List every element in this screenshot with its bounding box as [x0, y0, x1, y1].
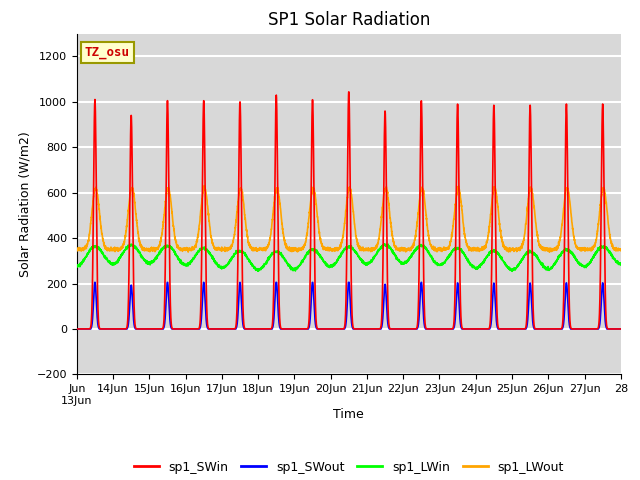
sp1_LWout	[617, 247, 625, 252]
sp1_SWout	[617, 326, 625, 332]
Line: sp1_SWin: sp1_SWin	[77, 92, 621, 329]
sp1_LWin	[225, 260, 232, 265]
sp1_LWin	[566, 247, 573, 253]
sp1_LWin	[412, 248, 419, 254]
sp1_LWout	[546, 249, 554, 255]
sp1_LWin	[617, 261, 625, 266]
sp1_LWin	[381, 241, 388, 247]
sp1_LWin	[617, 260, 625, 266]
sp1_LWout	[617, 248, 625, 253]
sp1_SWout	[91, 279, 99, 285]
sp1_SWout	[189, 326, 197, 332]
Title: SP1 Solar Radiation: SP1 Solar Radiation	[268, 11, 430, 29]
sp1_SWin	[617, 326, 625, 332]
sp1_LWout	[402, 247, 410, 253]
sp1_SWin	[402, 326, 410, 332]
sp1_SWout	[225, 326, 233, 332]
sp1_SWin	[617, 326, 625, 332]
sp1_LWin	[402, 260, 410, 266]
sp1_LWout	[225, 247, 233, 252]
X-axis label: Time: Time	[333, 408, 364, 421]
sp1_LWout	[412, 235, 419, 240]
sp1_LWin	[508, 268, 516, 274]
Y-axis label: Solar Radiation (W/m2): Solar Radiation (W/m2)	[18, 131, 31, 277]
sp1_LWin	[189, 256, 197, 262]
sp1_LWout	[200, 183, 208, 189]
Line: sp1_SWout: sp1_SWout	[77, 282, 621, 329]
sp1_SWout	[565, 321, 573, 326]
sp1_SWin	[189, 326, 197, 332]
sp1_SWin	[565, 300, 573, 306]
sp1_SWin	[225, 326, 232, 332]
sp1_LWout	[73, 246, 81, 252]
Legend: sp1_SWin, sp1_SWout, sp1_LWin, sp1_LWout: sp1_SWin, sp1_SWout, sp1_LWin, sp1_LWout	[129, 456, 569, 479]
sp1_SWout	[617, 326, 625, 332]
sp1_SWin	[73, 326, 81, 332]
sp1_SWout	[412, 326, 419, 332]
sp1_LWout	[189, 245, 197, 251]
sp1_SWin	[345, 89, 353, 95]
Text: TZ_osu: TZ_osu	[85, 46, 130, 59]
sp1_LWin	[73, 263, 81, 268]
sp1_SWout	[402, 326, 410, 332]
sp1_SWout	[73, 326, 81, 332]
Line: sp1_LWin: sp1_LWin	[77, 244, 621, 271]
Line: sp1_LWout: sp1_LWout	[77, 186, 621, 252]
sp1_LWout	[566, 195, 573, 201]
sp1_SWin	[412, 326, 419, 332]
